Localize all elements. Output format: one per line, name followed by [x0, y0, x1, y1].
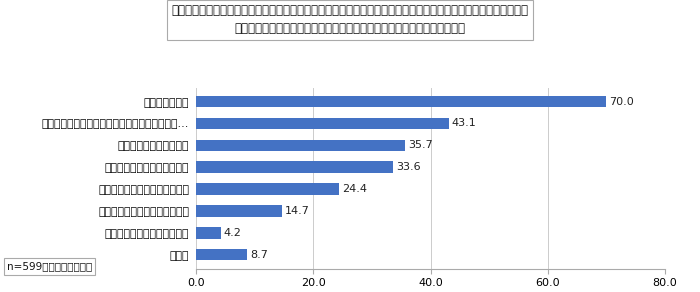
- Text: あなたの会社で【今後】小学生と関わる取り組みを行うとしたら、どのような目的で行うのがよいと思いますか。
あなた個人の意見をお聞かせください。（あてはまるものをす: あなたの会社で【今後】小学生と関わる取り組みを行うとしたら、どのような目的で行う…: [172, 4, 528, 35]
- Text: 14.7: 14.7: [285, 206, 310, 216]
- Text: 24.4: 24.4: [342, 184, 367, 194]
- Bar: [196, 161, 393, 173]
- Bar: [196, 249, 247, 260]
- Text: 8.7: 8.7: [250, 250, 268, 260]
- Bar: [196, 205, 282, 217]
- Text: 33.6: 33.6: [396, 162, 421, 172]
- Bar: [196, 227, 220, 239]
- Bar: [196, 183, 339, 195]
- Text: 43.1: 43.1: [452, 118, 477, 128]
- Text: 70.0: 70.0: [609, 97, 634, 107]
- Bar: [196, 140, 405, 151]
- Bar: [196, 118, 449, 129]
- Bar: [196, 96, 606, 107]
- Text: 4.2: 4.2: [223, 228, 242, 238]
- Text: 35.7: 35.7: [408, 140, 433, 150]
- Text: n=599（無回答を除く）: n=599（無回答を除く）: [7, 262, 92, 272]
